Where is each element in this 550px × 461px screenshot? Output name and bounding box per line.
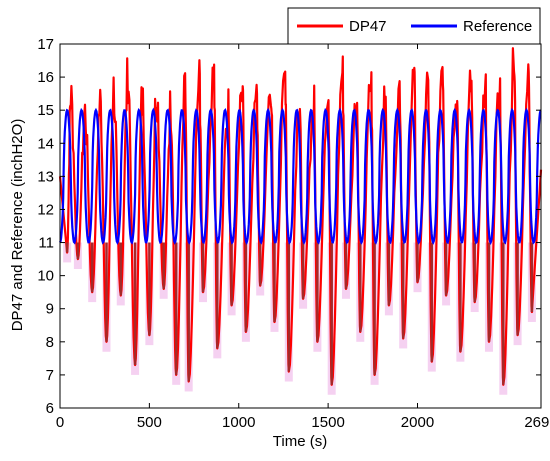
x-tick-label: 2000 [401,414,434,431]
x-tick-label: 1500 [311,414,344,431]
x-tick-label: 0 [56,414,64,431]
y-tick-label: 16 [37,69,54,86]
y-tick-label: 7 [46,367,54,384]
series-line-dp47 [58,47,543,386]
y-tick-label: 15 [37,102,54,119]
y-axis-label: DP47 and Reference (inchH2O) [9,119,26,332]
series-layer [58,47,543,386]
x-tick-label: 500 [137,414,162,431]
y-tick-label: 11 [38,235,54,252]
legend: DP47 Reference [287,7,541,45]
y-tick-label: 12 [37,201,54,218]
x-tick-label: 1000 [222,414,255,431]
tick-labels: 0 500 1000 1500 2000 2691 6 7 8 9 10 11 12 13 14 15 16 17 [37,36,550,431]
legend-label-reference: Reference [463,18,532,35]
y-tick-label: 10 [37,268,54,285]
series-trough-overlay-dp47 [65,242,534,385]
y-tick-label: 14 [37,135,54,152]
x-axis-label: Time (s) [273,433,327,450]
y-tick-label: 8 [46,334,54,351]
y-tick-label: 6 [46,400,54,417]
x-tick-label: 2691 [524,414,550,431]
y-tick-label: 13 [37,168,54,185]
y-tick-label: 17 [37,36,54,53]
legend-label-dp47: DP47 [349,18,387,35]
series-line-reference [58,107,542,246]
y-tick-label: 9 [46,301,54,318]
